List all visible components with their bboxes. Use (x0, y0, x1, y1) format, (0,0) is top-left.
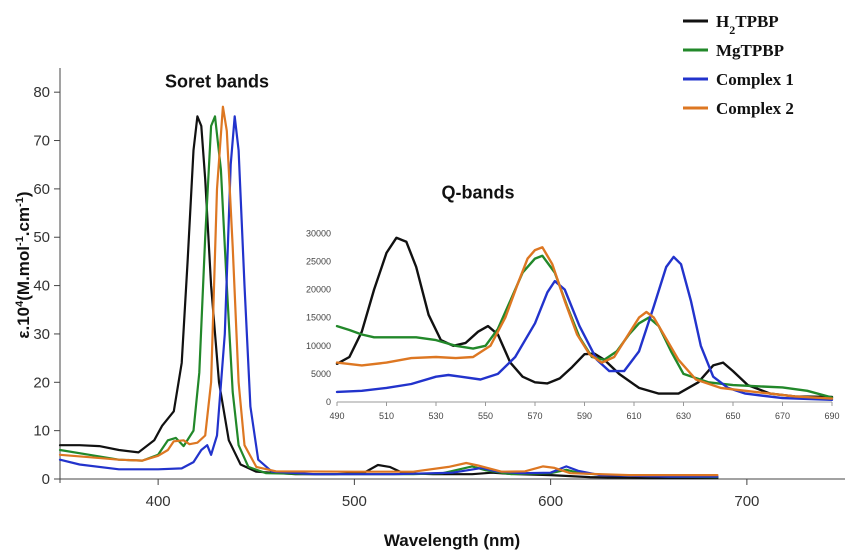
y-axis-title-part: -1 (14, 197, 26, 207)
legend-label: Complex 1 (716, 70, 794, 89)
inset-x-tick-label: 670 (775, 411, 790, 421)
legend-label: H2TPBP (716, 12, 779, 37)
series-line-complex-2 (58, 105, 719, 477)
inset-y-tick-label: 25000 (306, 256, 331, 266)
inset-x-tick-label: 630 (676, 411, 691, 421)
x-tick-label: 600 (538, 493, 563, 510)
inset-y-tick-label: 10000 (306, 341, 331, 351)
legend-label-sub: 2 (729, 23, 735, 37)
inset-x-tick-label: 570 (527, 411, 542, 421)
y-axis-title-part: .cm (14, 207, 33, 236)
y-axis-title-part: ε.10 (14, 307, 33, 339)
y-tick-label: 30 (33, 326, 50, 343)
inset-x-tick-label: 550 (478, 411, 493, 421)
y-axis-title-part: -1 (14, 236, 26, 246)
inset-y-tick-label: 30000 (306, 228, 331, 238)
y-tick-label: 40 (33, 278, 50, 295)
y-tick-label: 70 (33, 133, 50, 150)
inset-series-line-h2tpbp (335, 236, 834, 399)
legend-label: MgTPBP (716, 41, 784, 60)
inset-x-tick-label: 650 (725, 411, 740, 421)
inset-x-tick-label: 690 (824, 411, 839, 421)
legend-label: Complex 2 (716, 99, 794, 118)
y-tick-label: 60 (33, 181, 50, 198)
legend-label-main: Complex 1 (716, 70, 794, 89)
annotation-q-bands: Q-bands (442, 183, 515, 203)
inset-y-tick-label: 5000 (311, 369, 331, 379)
inset-x-tick-label: 530 (428, 411, 443, 421)
y-axis-title-part: ) (14, 191, 33, 197)
x-tick-label: 700 (734, 493, 759, 510)
y-axis-title-part: 4 (14, 300, 26, 307)
y-tick-label: 10 (33, 423, 50, 440)
series-line-h2tpbp (58, 115, 719, 480)
inset-x-tick-label: 510 (379, 411, 394, 421)
inset-series-line-complex-2 (335, 246, 834, 400)
inset-x-tick-label: 610 (626, 411, 641, 421)
y-axis-title-part: (M.mol (14, 246, 33, 301)
inset-y-tick-label: 0 (326, 397, 331, 407)
legend-label-rest: TPBP (735, 12, 778, 31)
inset-y-tick-label: 15000 (306, 313, 331, 323)
y-tick-label: 20 (33, 374, 50, 391)
x-tick-label: 500 (342, 493, 367, 510)
y-tick-label: 80 (33, 84, 50, 101)
series-line-complex-1 (58, 115, 719, 478)
legend-label-main: MgTPBP (716, 41, 784, 60)
y-tick-label: 50 (33, 229, 50, 246)
x-tick-label: 400 (146, 493, 171, 510)
annotation-soret-bands: Soret bands (165, 71, 269, 91)
y-tick-label: 0 (42, 471, 50, 488)
inset-x-tick-label: 490 (329, 411, 344, 421)
inset-y-tick-label: 20000 (306, 285, 331, 295)
legend-label-main: Complex 2 (716, 99, 794, 118)
inset-x-tick-label: 590 (577, 411, 592, 421)
x-axis-title: Wavelength (nm) (384, 531, 520, 550)
y-axis-title: ε.104(M.mol-1.cm-1) (14, 191, 33, 338)
legend-label-main: H (716, 12, 729, 31)
inset-series-line-complex-1 (335, 255, 834, 401)
